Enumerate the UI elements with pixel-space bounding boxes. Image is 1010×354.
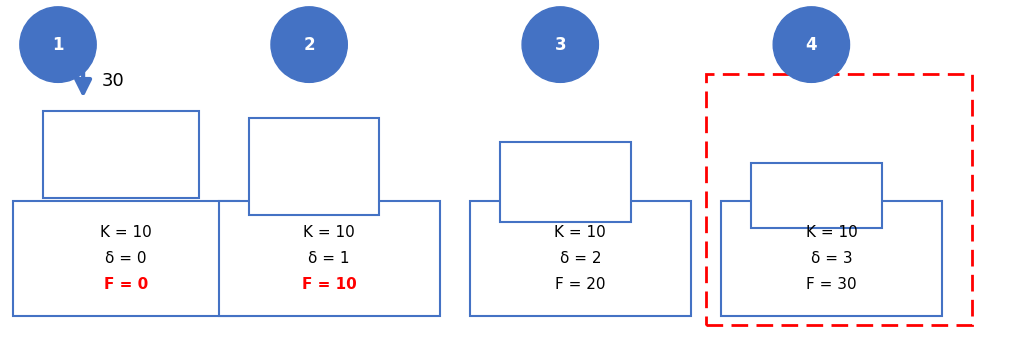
Ellipse shape <box>522 7 598 82</box>
Bar <box>500 142 630 222</box>
Bar <box>13 201 238 316</box>
Bar <box>706 74 972 325</box>
Text: 30: 30 <box>101 72 124 90</box>
Text: 1: 1 <box>53 36 64 53</box>
Text: 2: 2 <box>303 36 315 53</box>
Ellipse shape <box>20 7 96 82</box>
Text: δ = 0: δ = 0 <box>105 251 146 266</box>
Bar <box>721 201 942 316</box>
Text: δ = 2: δ = 2 <box>560 251 601 266</box>
Bar <box>43 111 199 198</box>
Ellipse shape <box>774 7 849 82</box>
Bar <box>248 118 380 215</box>
Text: F = 0: F = 0 <box>104 277 147 292</box>
Bar <box>751 163 882 228</box>
Text: F = 20: F = 20 <box>556 277 606 292</box>
Bar <box>470 201 691 316</box>
Text: δ = 3: δ = 3 <box>811 251 852 266</box>
Text: K = 10: K = 10 <box>554 225 606 240</box>
Text: K = 10: K = 10 <box>806 225 857 240</box>
Text: 3: 3 <box>554 36 566 53</box>
Ellipse shape <box>271 7 347 82</box>
Text: δ = 1: δ = 1 <box>308 251 350 266</box>
Text: 4: 4 <box>806 36 817 53</box>
Bar <box>219 201 439 316</box>
Text: K = 10: K = 10 <box>100 225 152 240</box>
Text: F = 10: F = 10 <box>302 277 357 292</box>
Text: F = 30: F = 30 <box>806 277 856 292</box>
Text: K = 10: K = 10 <box>303 225 356 240</box>
